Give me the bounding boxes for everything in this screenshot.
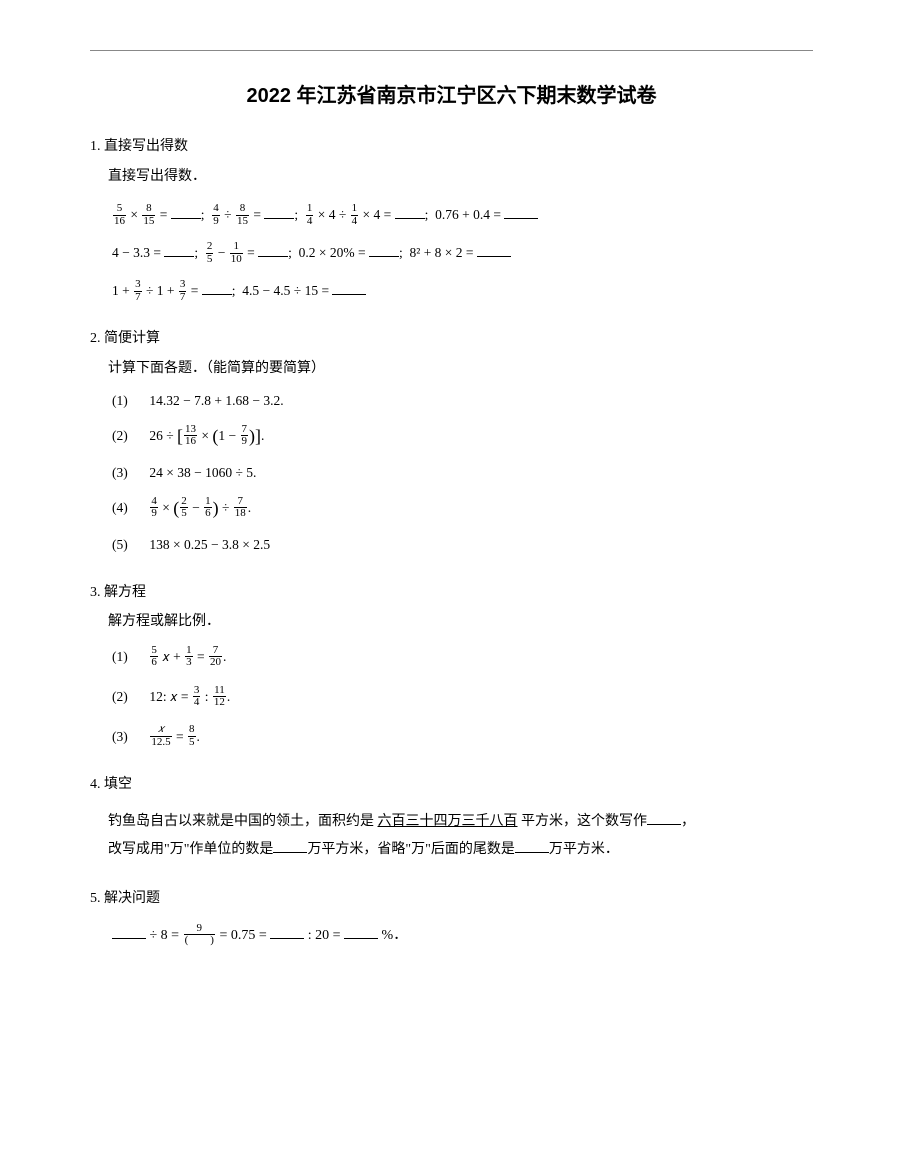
p2-item-1: (1) 14.32 − 7.8 + 1.68 − 3.2. — [112, 388, 813, 414]
problem-5-num: 5. — [90, 891, 101, 906]
blank — [264, 205, 294, 219]
blank — [258, 243, 288, 257]
problem-5-head: 解决问题 — [104, 891, 160, 906]
problem-5: 5. 解决问题 ÷ 8 = 9( ) = 0.75 = : 20 = %． — [90, 886, 813, 949]
p2-item-3: (3) 24 × 38 − 1060 ÷ 5. — [112, 460, 813, 486]
problem-4-head: 填空 — [104, 777, 132, 792]
problem-4: 4. 填空 钓鱼岛自古以来就是中国的领土，面积约是 六百三十四万三千八百 平方米… — [90, 772, 813, 865]
blank — [171, 205, 201, 219]
blank — [332, 281, 366, 295]
problem-1-num: 1. — [90, 139, 101, 154]
problem-1-head: 直接写出得数 — [104, 139, 188, 154]
problem-3-sub: 解方程或解比例． — [108, 609, 813, 636]
problem-1-sub: 直接写出得数． — [108, 164, 813, 191]
exam-title: 2022 年江苏省南京市江宁区六下期末数学试卷 — [90, 79, 813, 108]
p2-item-4: (4) 49 × (25 − 16) ÷ 718. — [112, 492, 813, 526]
blank — [477, 243, 511, 257]
blank — [112, 925, 146, 939]
page-top-rule — [90, 50, 813, 51]
problem-2: 2. 简便计算 计算下面各题．（能简算的要简算） (1) 14.32 − 7.8… — [90, 326, 813, 557]
p1-line1: 516 × 815 = ; 49 ÷ 815 = ; 14 × 4 ÷ 14 ×… — [112, 202, 813, 228]
problem-2-head: 简便计算 — [104, 331, 160, 346]
blank — [369, 243, 399, 257]
p3-item-1: (1) 56 𝑥 + 13 = 720. — [112, 644, 813, 670]
problem-4-num: 4. — [90, 777, 101, 792]
p2-item-5: (5) 138 × 0.25 − 3.8 × 2.5 — [112, 532, 813, 558]
blank — [515, 839, 549, 853]
blank — [504, 205, 538, 219]
p4-text: 钓鱼岛自古以来就是中国的领土，面积约是 六百三十四万三千八百 平方米，这个数写作… — [108, 808, 813, 864]
p3-item-2: (2) 12: 𝑥 = 34 : 1112. — [112, 684, 813, 710]
blank — [164, 243, 194, 257]
blank — [647, 811, 681, 825]
problem-3: 3. 解方程 解方程或解比例． (1) 56 𝑥 + 13 = 720. (2)… — [90, 580, 813, 750]
p3-item-3: (3) 𝑥12.5 = 85. — [112, 724, 813, 750]
blank — [344, 925, 378, 939]
problem-3-head: 解方程 — [104, 585, 146, 600]
p1-line2: 4 − 3.3 = ; 25 − 110 = ; 0.2 × 20% = ; 8… — [112, 240, 813, 266]
problem-3-num: 3. — [90, 585, 101, 600]
blank — [395, 205, 425, 219]
blank — [270, 925, 304, 939]
problem-2-sub: 计算下面各题．（能简算的要简算） — [108, 356, 813, 383]
p5-equation: ÷ 8 = 9( ) = 0.75 = : 20 = %． — [112, 923, 813, 950]
problem-1: 1. 直接写出得数 直接写出得数． 516 × 815 = ; 49 ÷ 815… — [90, 134, 813, 304]
p1-line3: 1 + 37 ÷ 1 + 37 = ; 4.5 − 4.5 ÷ 15 = — [112, 278, 813, 304]
blank — [273, 839, 307, 853]
problem-2-num: 2. — [90, 331, 101, 346]
blank — [202, 281, 232, 295]
p2-item-2: (2) 26 ÷ [1316 × (1 − 79)]. — [112, 420, 813, 454]
